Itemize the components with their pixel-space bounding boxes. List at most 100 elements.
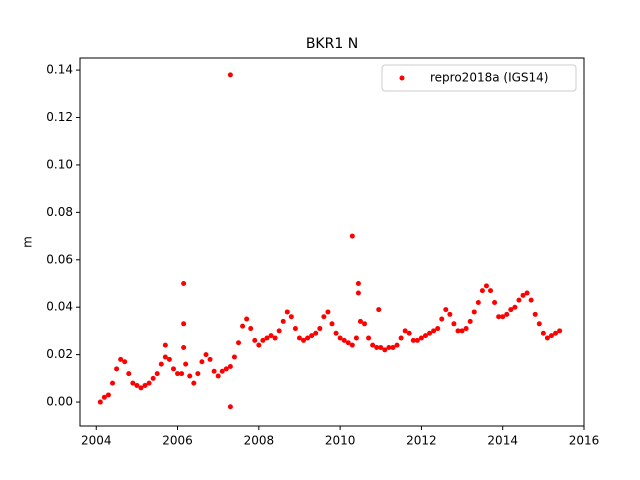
data-point: [227, 72, 233, 78]
data-point: [349, 233, 355, 239]
data-point: [512, 304, 518, 310]
data-point: [170, 366, 176, 372]
data-point: [248, 326, 254, 332]
data-point: [376, 307, 382, 313]
data-point: [191, 380, 197, 386]
data-point: [227, 404, 233, 410]
data-point: [195, 371, 201, 377]
data-point: [97, 399, 103, 405]
data-point: [382, 347, 388, 353]
data-point: [313, 330, 319, 336]
data-point: [122, 359, 128, 365]
data-point: [284, 309, 290, 315]
data-point: [402, 328, 408, 334]
data-point: [305, 335, 311, 341]
data-point: [349, 342, 355, 348]
data-point: [520, 292, 526, 298]
legend-label: repro2018a (IGS14): [430, 71, 548, 85]
data-point: [345, 340, 351, 346]
data-point: [516, 297, 522, 303]
data-point: [544, 335, 550, 341]
data-point: [126, 371, 132, 377]
data-point: [355, 290, 361, 296]
data-point: [199, 359, 205, 365]
data-point: [355, 280, 361, 286]
data-point: [309, 333, 315, 339]
data-point: [386, 345, 392, 351]
data-point: [154, 371, 160, 377]
data-point: [414, 337, 420, 343]
data-point: [536, 321, 542, 327]
data-point: [231, 354, 237, 360]
y-axis-label: m: [21, 236, 35, 248]
data-point: [398, 335, 404, 341]
data-point: [130, 380, 136, 386]
data-point: [268, 333, 274, 339]
data-point: [422, 333, 428, 339]
data-point: [435, 326, 441, 332]
data-point: [101, 394, 107, 400]
y-tick-label: 0.06: [46, 252, 73, 266]
data-point: [114, 366, 120, 372]
data-point: [187, 373, 193, 379]
data-point: [467, 318, 473, 324]
data-point: [219, 368, 225, 374]
data-point: [146, 380, 152, 386]
data-point: [288, 314, 294, 320]
data-point: [378, 345, 384, 351]
y-tick-label: 0.14: [46, 63, 73, 77]
data-point: [443, 307, 449, 313]
y-tick-label: 0.02: [46, 347, 73, 361]
plot-frame: [79, 57, 585, 427]
data-point: [455, 328, 461, 334]
data-point: [504, 311, 510, 317]
data-point: [337, 335, 343, 341]
data-point: [207, 356, 213, 362]
x-tick-label: 2006: [162, 434, 193, 448]
data-point: [418, 335, 424, 341]
data-point: [524, 290, 530, 296]
data-point: [183, 361, 189, 367]
data-point: [463, 326, 469, 332]
y-tick-label: 0.00: [46, 395, 73, 409]
data-point: [264, 335, 270, 341]
data-point: [475, 299, 481, 305]
data-point: [211, 368, 217, 374]
x-tick-label: 2010: [325, 434, 356, 448]
y-tick-label: 0.04: [46, 300, 73, 314]
chart-title: BKR1 N: [306, 36, 358, 52]
data-point: [406, 330, 412, 336]
data-point: [528, 297, 534, 303]
data-point: [166, 356, 172, 362]
x-tick-label: 2014: [487, 434, 518, 448]
y-tick-label: 0.10: [46, 157, 73, 171]
data-point: [292, 326, 298, 332]
data-point: [357, 318, 363, 324]
data-point: [341, 337, 347, 343]
data-point: [333, 330, 339, 336]
data-point: [240, 323, 246, 329]
data-point: [296, 335, 302, 341]
x-tick-label: 2008: [244, 434, 275, 448]
data-point: [215, 373, 221, 379]
data-point: [179, 371, 185, 377]
data-point: [138, 385, 144, 391]
data-point: [236, 340, 242, 346]
data-point: [366, 335, 372, 341]
data-point: [162, 342, 168, 348]
data-point: [540, 330, 546, 336]
data-point: [362, 321, 368, 327]
data-point: [321, 314, 327, 320]
data-point: [557, 328, 563, 334]
data-point: [181, 280, 187, 286]
data-point: [280, 318, 286, 324]
data-point: [272, 335, 278, 341]
data-point: [118, 356, 124, 362]
data-point: [181, 321, 187, 327]
data-point: [329, 321, 335, 327]
data-point: [508, 307, 514, 313]
x-tick-label: 2012: [406, 434, 437, 448]
data-point: [142, 382, 148, 388]
data-point: [353, 335, 359, 341]
